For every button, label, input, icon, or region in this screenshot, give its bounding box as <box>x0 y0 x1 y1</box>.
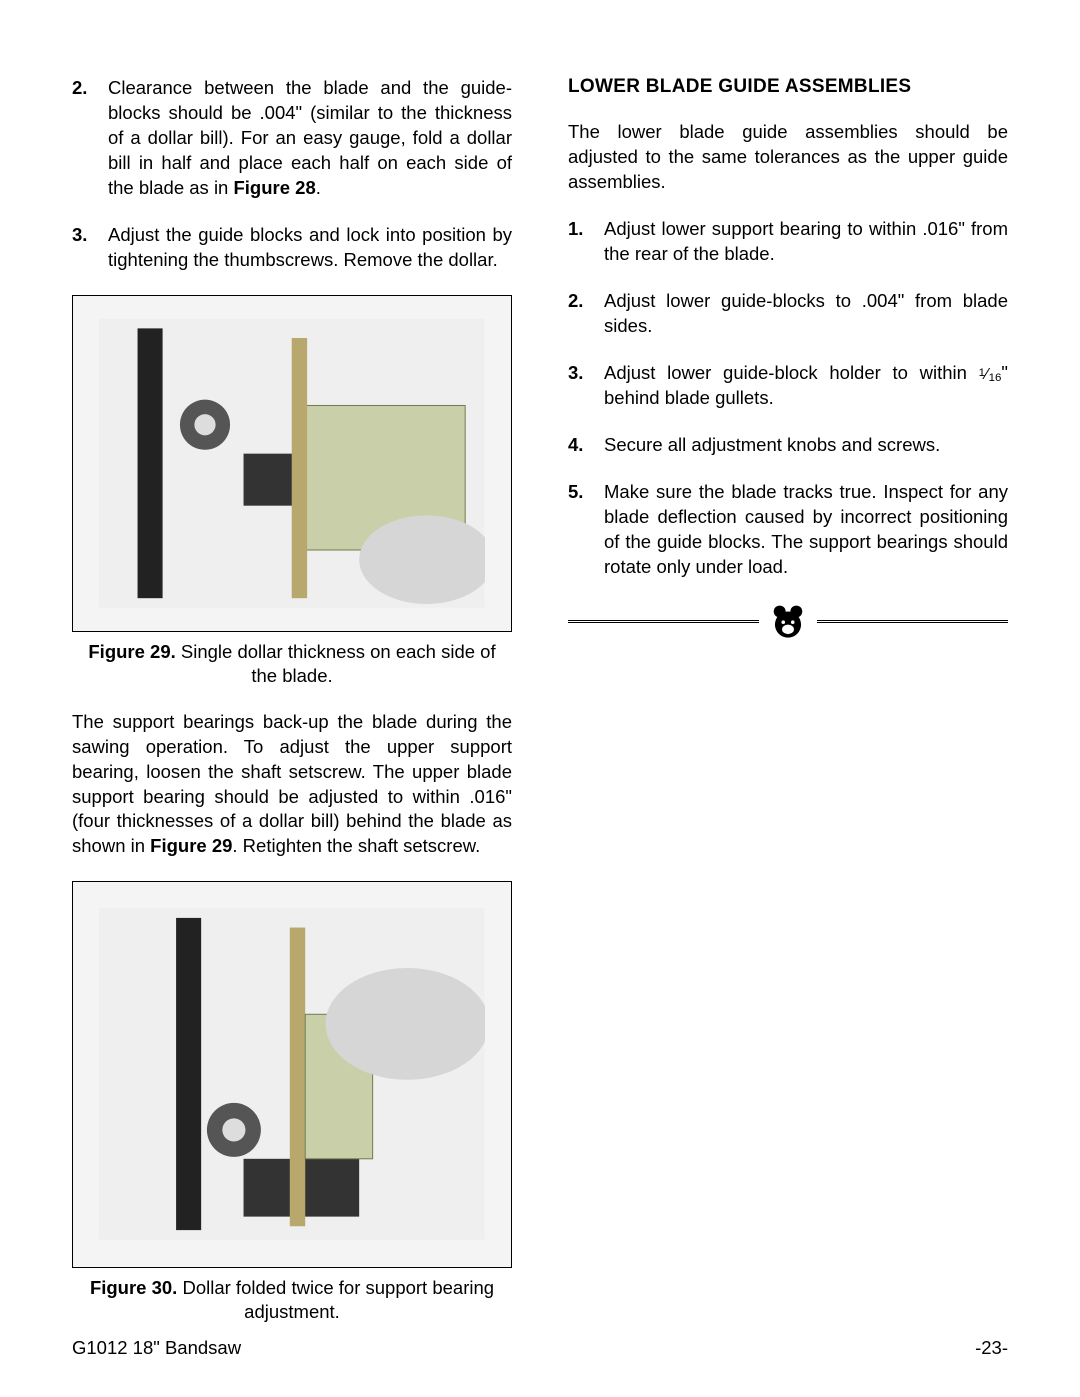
item-number: 3. <box>72 223 108 273</box>
figure-reference: Figure 28 <box>233 177 315 198</box>
item-text: Adjust lower guide-blocks to .004" from … <box>604 289 1008 339</box>
page-footer: G1012 18" Bandsaw -23- <box>72 1337 1008 1359</box>
section-heading: LOWER BLADE GUIDE ASSEMBLIES <box>568 76 1008 98</box>
item-number: 2. <box>72 76 108 201</box>
divider-line <box>568 620 759 623</box>
page-body: 2. Clearance between the blade and the g… <box>0 0 1080 1368</box>
list-item: 3. Adjust the guide blocks and lock into… <box>72 223 512 273</box>
list-item: 3. Adjust lower guide-block holder to wi… <box>568 361 1008 412</box>
section-divider <box>568 602 1008 640</box>
item-text: Make sure the blade tracks true. Inspect… <box>604 480 1008 580</box>
text-run: Adjust lower guide-block holder to withi… <box>604 362 979 383</box>
figure-30-image <box>72 881 512 1267</box>
left-column: 2. Clearance between the blade and the g… <box>72 76 512 1328</box>
bandsaw-folded-dollar-illustration-icon <box>99 905 484 1243</box>
list-item: 2. Clearance between the blade and the g… <box>72 76 512 201</box>
figure-caption-text: Dollar folded twice for support bearing … <box>177 1277 494 1322</box>
divider-line <box>817 620 1008 623</box>
item-number: 4. <box>568 433 604 458</box>
intro-paragraph: The lower blade guide assemblies should … <box>568 120 1008 195</box>
item-text: Clearance between the blade and the guid… <box>108 76 512 201</box>
figure-29-image <box>72 295 512 632</box>
bandsaw-dollar-illustration-icon <box>99 316 484 611</box>
figure-label: Figure 30. <box>90 1277 177 1298</box>
figure-label: Figure 29. <box>88 641 175 662</box>
list-item: 2. Adjust lower guide-blocks to .004" fr… <box>568 289 1008 339</box>
bear-logo-icon <box>769 602 807 640</box>
list-item: 5. Make sure the blade tracks true. Insp… <box>568 480 1008 580</box>
footer-page-number: -23- <box>975 1337 1008 1359</box>
figure-29-caption: Figure 29. Single dollar thickness on ea… <box>85 640 499 688</box>
fraction: 1⁄16 <box>979 362 1002 383</box>
figure-reference: Figure 29 <box>150 835 232 856</box>
list-item: 4. Secure all adjustment knobs and screw… <box>568 433 1008 458</box>
figure-30-caption: Figure 30. Dollar folded twice for suppo… <box>85 1276 499 1324</box>
item-number: 2. <box>568 289 604 339</box>
item-number: 1. <box>568 217 604 267</box>
text-run: . <box>316 177 321 198</box>
item-text: Adjust lower guide-block holder to withi… <box>604 361 1008 412</box>
right-column: LOWER BLADE GUIDE ASSEMBLIES The lower b… <box>568 76 1008 1328</box>
figure-caption-text: Single dollar thickness on each side of … <box>176 641 496 686</box>
footer-left: G1012 18" Bandsaw <box>72 1337 241 1359</box>
item-text: Adjust the guide blocks and lock into po… <box>108 223 512 273</box>
support-bearing-paragraph: The support bearings back-up the blade d… <box>72 710 512 860</box>
item-text: Secure all adjustment knobs and screws. <box>604 433 1008 458</box>
item-text: Adjust lower support bearing to within .… <box>604 217 1008 267</box>
text-run: . Retighten the shaft setscrew. <box>232 835 480 856</box>
item-number: 5. <box>568 480 604 580</box>
list-item: 1. Adjust lower support bearing to withi… <box>568 217 1008 267</box>
item-number: 3. <box>568 361 604 412</box>
fraction-denominator: 16 <box>989 372 1002 384</box>
